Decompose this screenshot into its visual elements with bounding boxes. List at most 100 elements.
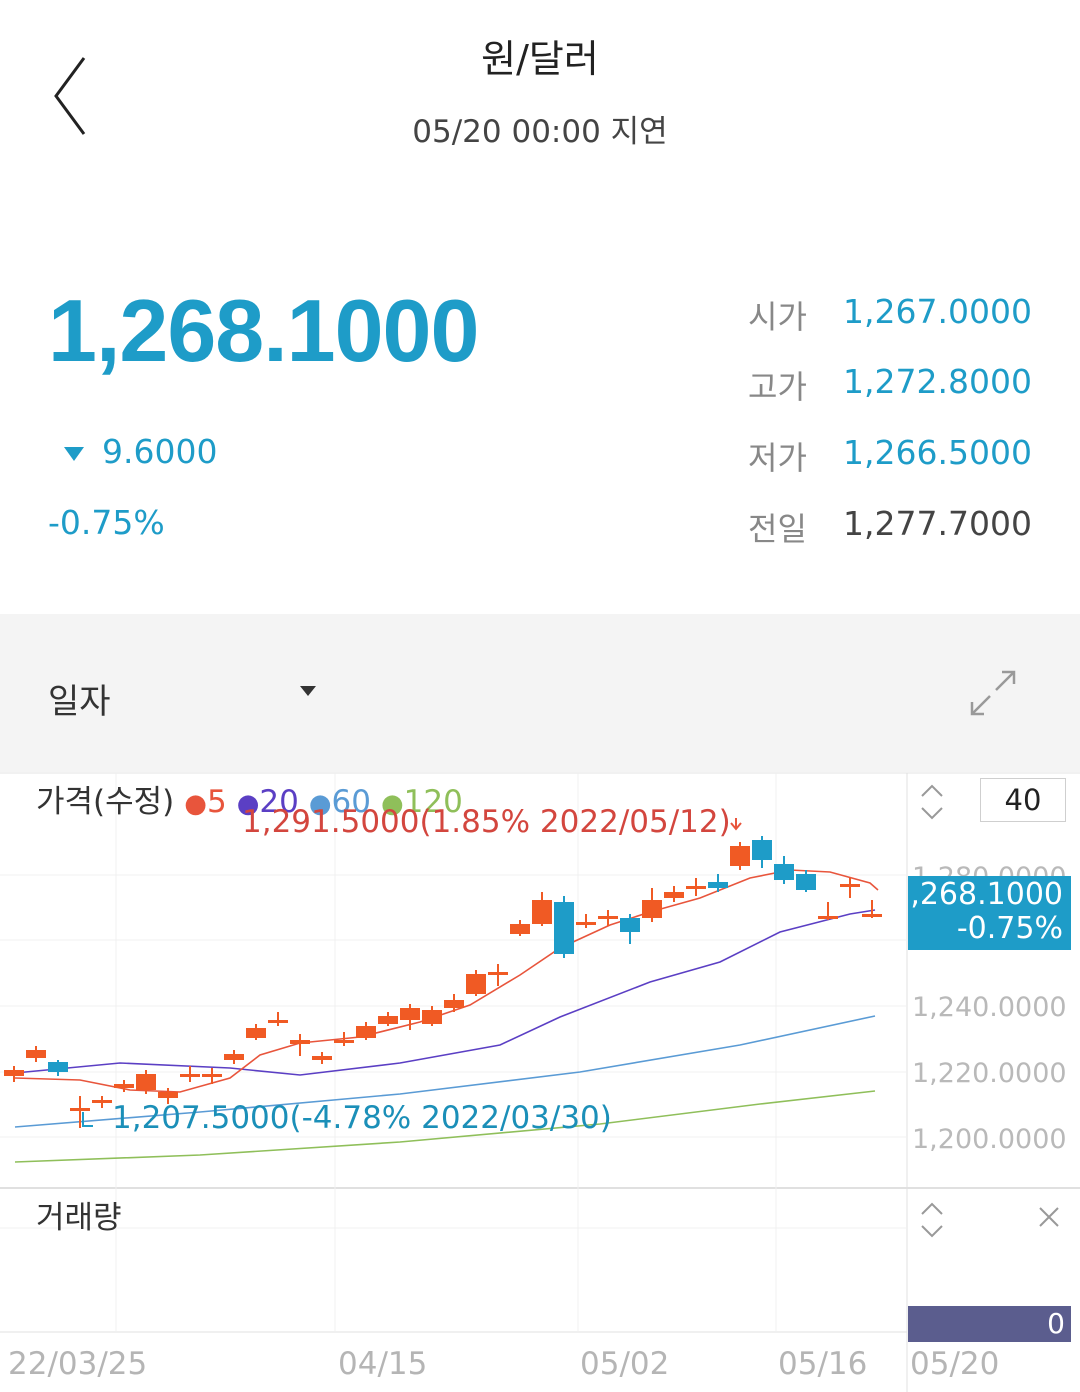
expand-icon [970,670,1016,716]
candle [576,914,596,928]
ma20-line [14,909,876,1076]
volume-axis-scale-icon [921,1202,943,1215]
candle [488,964,508,986]
candle [664,886,684,902]
back-button[interactable] [44,52,104,140]
x-tick-label: 04/15 [338,1346,428,1382]
candle [554,896,574,958]
stat-value-low: 1,266.5000 [843,433,1032,472]
candle [752,836,772,868]
candle-body [246,1028,266,1038]
candle [136,1070,156,1094]
candle-body [796,874,816,890]
candlestick-chart[interactable] [0,772,1080,1392]
candle [334,1032,354,1046]
caret-down-icon[interactable] [300,686,316,696]
candle [268,1012,288,1026]
y-tick-label: 1,240.0000 [912,992,1067,1023]
candle-body [466,974,486,994]
chevron-left-icon [54,57,86,135]
candle [26,1046,46,1062]
legend-title: 가격(수정) [36,784,175,820]
candle [356,1022,376,1040]
candle [400,1004,420,1030]
expand-button[interactable] [966,666,1020,720]
candle [796,870,816,892]
candle-body [510,924,530,934]
legend-dot-icon: ● [380,789,404,819]
candle [114,1080,134,1092]
current-price-marker: ,268.1000 -0.75% [908,876,1071,950]
period-select[interactable]: 일자 [48,682,111,722]
x-tick-label: 05/02 [580,1346,670,1382]
candle-body [356,1026,376,1038]
timestamp-subtitle: 05/20 00:00 지연 [412,114,668,150]
candle [862,900,882,918]
volume-axis-scale-icon [921,1225,943,1238]
candle [290,1034,310,1056]
legend-dot-icon: ● [184,789,207,819]
chart-grid [0,772,1080,1392]
candle [70,1096,90,1128]
candle [224,1050,244,1064]
down-triangle-icon [64,446,84,461]
page-title: 원/달러 [481,37,599,81]
volume-marker: 0 [908,1306,1071,1342]
candle [532,892,552,926]
candle-body [334,1040,354,1043]
candle-body [290,1040,310,1044]
ma5-line [14,869,879,1093]
candle-body [774,864,794,880]
candle [642,888,662,922]
candle-body [422,1010,442,1024]
candle [774,856,794,884]
period-count-input[interactable]: 40 [980,778,1066,822]
candle [444,994,464,1012]
price-change-value: 9.6000 [102,432,218,471]
legend-dot-icon: ● [308,789,332,819]
stat-value-prev-close: 1,277.7000 [843,504,1032,543]
candle [378,1012,398,1026]
candle-body [532,900,552,924]
x-tick-label: 05/16 [778,1346,868,1382]
chart-legend: 가격(수정) ●5 ●20 ●60 ●120 [36,776,463,821]
price-change-percent: -0.75% [48,503,165,542]
candle-body [92,1100,112,1103]
candle-body [642,900,662,918]
candle-body [488,972,508,975]
price-axis-scale-icon [921,784,943,797]
candle-body [664,892,684,898]
candle-body [686,886,706,889]
price-change: 9.6000 [64,432,217,471]
stat-label-open: 시가 [748,298,807,336]
chart-toolbar [0,614,1080,772]
high-annotation: 1,291.5000(1.85% 2022/05/12) [242,804,731,840]
legend-dot-icon: ● [236,789,260,819]
candle-body [180,1074,200,1077]
candle-body [752,840,772,860]
candle-body [862,914,882,917]
candle [620,914,640,944]
legend-ma120: 120 [403,784,463,820]
current-price-marker-value: ,268.1000 [910,877,1063,912]
candle-body [48,1062,68,1072]
legend-ma60: 60 [331,784,371,820]
candle [840,878,860,898]
candle-body [26,1050,46,1058]
candle-body [268,1020,288,1023]
candle-body [202,1074,222,1077]
low-marker-icon [82,1112,93,1127]
close-icon [1039,1207,1059,1227]
candle [92,1096,112,1108]
candle-body [4,1070,24,1076]
high-marker-icon [730,818,742,831]
candle-body [136,1074,156,1090]
stat-value-high: 1,272.8000 [843,362,1032,401]
candle [422,1006,442,1026]
candle [730,842,750,870]
candle [510,920,530,936]
candle [686,878,706,896]
stat-value-open: 1,267.0000 [843,292,1032,331]
candle [708,874,728,892]
candle [180,1066,200,1082]
